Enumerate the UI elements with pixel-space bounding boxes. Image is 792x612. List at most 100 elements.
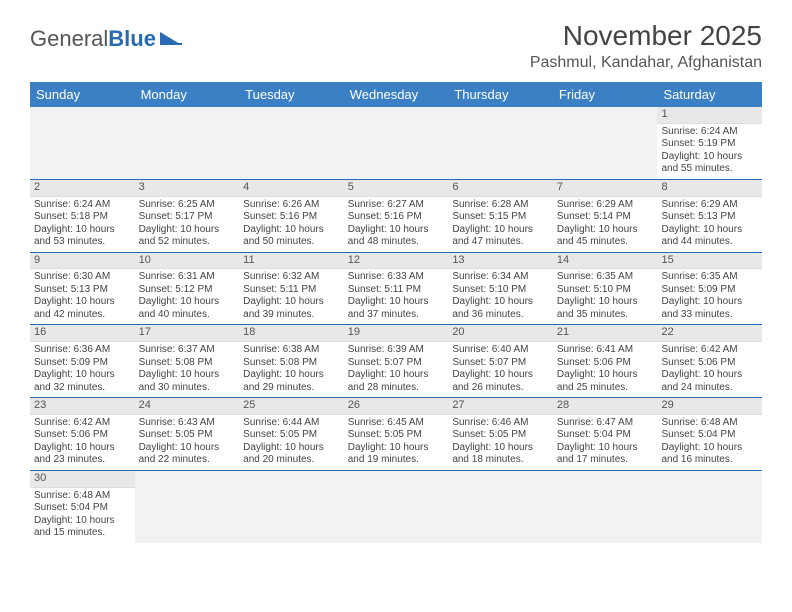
sunset-text: Sunset: 5:18 PM — [34, 211, 131, 224]
sunset-text: Sunset: 5:05 PM — [348, 429, 445, 442]
day-number: 19 — [344, 325, 449, 342]
sunset-text: Sunset: 5:10 PM — [452, 284, 549, 297]
sunrise-text: Sunrise: 6:40 AM — [452, 344, 549, 357]
daylight-text: Daylight: 10 hours and 22 minutes. — [139, 442, 236, 467]
day-body: Sunrise: 6:25 AMSunset: 5:17 PMDaylight:… — [135, 197, 240, 252]
flag-icon — [160, 26, 182, 52]
sunset-text: Sunset: 5:05 PM — [139, 429, 236, 442]
day-number: 29 — [657, 398, 762, 415]
day-number: 11 — [239, 253, 344, 270]
sunrise-text: Sunrise: 6:25 AM — [139, 199, 236, 212]
day-cell: 7Sunrise: 6:29 AMSunset: 5:14 PMDaylight… — [553, 180, 658, 252]
day-body: Sunrise: 6:46 AMSunset: 5:05 PMDaylight:… — [448, 415, 553, 470]
day-cell: 9Sunrise: 6:30 AMSunset: 5:13 PMDaylight… — [30, 253, 135, 325]
day-cell: 25Sunrise: 6:44 AMSunset: 5:05 PMDayligh… — [239, 398, 344, 470]
calendar-week: 23Sunrise: 6:42 AMSunset: 5:06 PMDayligh… — [30, 398, 762, 471]
day-cell: 14Sunrise: 6:35 AMSunset: 5:10 PMDayligh… — [553, 253, 658, 325]
daylight-text: Daylight: 10 hours and 35 minutes. — [557, 296, 654, 321]
day-number: 27 — [448, 398, 553, 415]
day-headers-row: SundayMondayTuesdayWednesdayThursdayFrid… — [30, 82, 762, 107]
sunset-text: Sunset: 5:16 PM — [348, 211, 445, 224]
sunrise-text: Sunrise: 6:47 AM — [557, 417, 654, 430]
sunrise-text: Sunrise: 6:43 AM — [139, 417, 236, 430]
day-number: 3 — [135, 180, 240, 197]
day-body: Sunrise: 6:26 AMSunset: 5:16 PMDaylight:… — [239, 197, 344, 252]
day-body: Sunrise: 6:34 AMSunset: 5:10 PMDaylight:… — [448, 269, 553, 324]
day-number: 4 — [239, 180, 344, 197]
calendar-week: 1Sunrise: 6:24 AMSunset: 5:19 PMDaylight… — [30, 107, 762, 180]
sunset-text: Sunset: 5:11 PM — [348, 284, 445, 297]
sunrise-text: Sunrise: 6:29 AM — [661, 199, 758, 212]
day-number: 12 — [344, 253, 449, 270]
sunset-text: Sunset: 5:19 PM — [661, 138, 758, 151]
daylight-text: Daylight: 10 hours and 42 minutes. — [34, 296, 131, 321]
day-cell: 20Sunrise: 6:40 AMSunset: 5:07 PMDayligh… — [448, 325, 553, 397]
empty-cell — [239, 107, 344, 179]
day-body: Sunrise: 6:36 AMSunset: 5:09 PMDaylight:… — [30, 342, 135, 397]
sunset-text: Sunset: 5:16 PM — [243, 211, 340, 224]
day-cell: 24Sunrise: 6:43 AMSunset: 5:05 PMDayligh… — [135, 398, 240, 470]
sunset-text: Sunset: 5:04 PM — [557, 429, 654, 442]
day-cell: 2Sunrise: 6:24 AMSunset: 5:18 PMDaylight… — [30, 180, 135, 252]
sunrise-text: Sunrise: 6:33 AM — [348, 271, 445, 284]
sunset-text: Sunset: 5:06 PM — [661, 357, 758, 370]
day-header: Friday — [553, 82, 658, 107]
empty-cell — [553, 107, 658, 179]
day-cell: 6Sunrise: 6:28 AMSunset: 5:15 PMDaylight… — [448, 180, 553, 252]
sunset-text: Sunset: 5:05 PM — [452, 429, 549, 442]
day-body: Sunrise: 6:24 AMSunset: 5:18 PMDaylight:… — [30, 197, 135, 252]
day-cell: 28Sunrise: 6:47 AMSunset: 5:04 PMDayligh… — [553, 398, 658, 470]
day-body: Sunrise: 6:35 AMSunset: 5:09 PMDaylight:… — [657, 269, 762, 324]
empty-cell — [344, 471, 449, 543]
day-number: 25 — [239, 398, 344, 415]
sunset-text: Sunset: 5:06 PM — [557, 357, 654, 370]
calendar: SundayMondayTuesdayWednesdayThursdayFrid… — [30, 82, 762, 543]
day-body: Sunrise: 6:39 AMSunset: 5:07 PMDaylight:… — [344, 342, 449, 397]
day-cell: 26Sunrise: 6:45 AMSunset: 5:05 PMDayligh… — [344, 398, 449, 470]
daylight-text: Daylight: 10 hours and 25 minutes. — [557, 369, 654, 394]
daylight-text: Daylight: 10 hours and 53 minutes. — [34, 224, 131, 249]
day-body: Sunrise: 6:44 AMSunset: 5:05 PMDaylight:… — [239, 415, 344, 470]
day-header: Sunday — [30, 82, 135, 107]
sunset-text: Sunset: 5:09 PM — [661, 284, 758, 297]
empty-cell — [135, 471, 240, 543]
day-number: 23 — [30, 398, 135, 415]
day-cell: 21Sunrise: 6:41 AMSunset: 5:06 PMDayligh… — [553, 325, 658, 397]
daylight-text: Daylight: 10 hours and 23 minutes. — [34, 442, 131, 467]
sunrise-text: Sunrise: 6:26 AM — [243, 199, 340, 212]
calendar-week: 16Sunrise: 6:36 AMSunset: 5:09 PMDayligh… — [30, 325, 762, 398]
day-body: Sunrise: 6:29 AMSunset: 5:14 PMDaylight:… — [553, 197, 658, 252]
day-body: Sunrise: 6:31 AMSunset: 5:12 PMDaylight:… — [135, 269, 240, 324]
day-body: Sunrise: 6:27 AMSunset: 5:16 PMDaylight:… — [344, 197, 449, 252]
sunrise-text: Sunrise: 6:27 AM — [348, 199, 445, 212]
day-body: Sunrise: 6:37 AMSunset: 5:08 PMDaylight:… — [135, 342, 240, 397]
daylight-text: Daylight: 10 hours and 19 minutes. — [348, 442, 445, 467]
daylight-text: Daylight: 10 hours and 17 minutes. — [557, 442, 654, 467]
sunrise-text: Sunrise: 6:29 AM — [557, 199, 654, 212]
sunrise-text: Sunrise: 6:48 AM — [661, 417, 758, 430]
sunrise-text: Sunrise: 6:30 AM — [34, 271, 131, 284]
day-number: 17 — [135, 325, 240, 342]
day-body: Sunrise: 6:29 AMSunset: 5:13 PMDaylight:… — [657, 197, 762, 252]
sunrise-text: Sunrise: 6:44 AM — [243, 417, 340, 430]
sunrise-text: Sunrise: 6:37 AM — [139, 344, 236, 357]
sunrise-text: Sunrise: 6:42 AM — [661, 344, 758, 357]
calendar-week: 2Sunrise: 6:24 AMSunset: 5:18 PMDaylight… — [30, 180, 762, 253]
empty-cell — [657, 471, 762, 543]
sunrise-text: Sunrise: 6:24 AM — [661, 126, 758, 139]
day-cell: 4Sunrise: 6:26 AMSunset: 5:16 PMDaylight… — [239, 180, 344, 252]
brand-logo: GeneralBlue — [30, 20, 182, 52]
sunset-text: Sunset: 5:09 PM — [34, 357, 131, 370]
sunset-text: Sunset: 5:17 PM — [139, 211, 236, 224]
day-cell: 16Sunrise: 6:36 AMSunset: 5:09 PMDayligh… — [30, 325, 135, 397]
day-cell: 10Sunrise: 6:31 AMSunset: 5:12 PMDayligh… — [135, 253, 240, 325]
day-cell: 29Sunrise: 6:48 AMSunset: 5:04 PMDayligh… — [657, 398, 762, 470]
title-block: November 2025 Pashmul, Kandahar, Afghani… — [530, 20, 762, 72]
daylight-text: Daylight: 10 hours and 45 minutes. — [557, 224, 654, 249]
sunset-text: Sunset: 5:04 PM — [34, 502, 131, 515]
day-number: 21 — [553, 325, 658, 342]
day-body: Sunrise: 6:32 AMSunset: 5:11 PMDaylight:… — [239, 269, 344, 324]
daylight-text: Daylight: 10 hours and 40 minutes. — [139, 296, 236, 321]
day-body: Sunrise: 6:43 AMSunset: 5:05 PMDaylight:… — [135, 415, 240, 470]
day-cell: 1Sunrise: 6:24 AMSunset: 5:19 PMDaylight… — [657, 107, 762, 179]
